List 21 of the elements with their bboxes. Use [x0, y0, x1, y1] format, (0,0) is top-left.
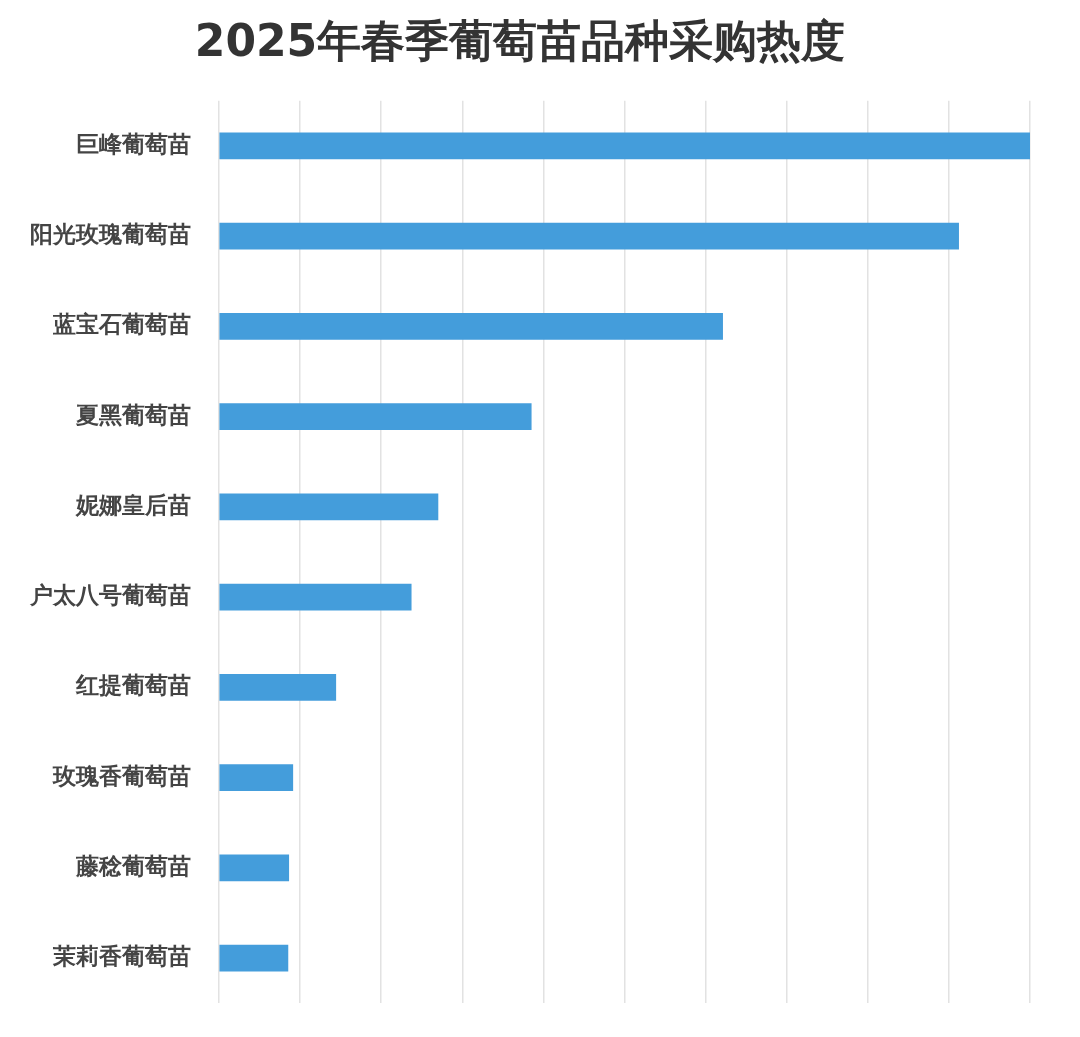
chart-title: 2025年春季葡萄苗品种采购热度 — [194, 14, 846, 66]
y-tick-label: 夏黑葡萄苗 — [75, 400, 191, 428]
bar — [219, 493, 439, 521]
bar — [219, 674, 337, 701]
y-tick-label: 妮娜皇后苗 — [75, 490, 191, 518]
y-tick-label: 藤稔葡萄苗 — [75, 851, 191, 879]
bar — [219, 403, 532, 430]
bar — [219, 764, 294, 791]
bar — [219, 313, 723, 340]
bar — [219, 583, 412, 611]
y-tick-label: 阳光玫瑰葡萄苗 — [30, 220, 191, 248]
bar — [219, 854, 290, 882]
y-tick-label: 茉莉香葡萄苗 — [52, 942, 191, 970]
y-tick-label: 蓝宝石葡萄苗 — [52, 310, 191, 338]
y-tick-label: 红提葡萄苗 — [75, 671, 191, 699]
bar — [219, 222, 959, 250]
y-tick-label: 户太八号葡萄苗 — [29, 581, 191, 609]
y-tick-label: 巨峰葡萄苗 — [76, 129, 191, 157]
bar — [219, 132, 1030, 160]
y-tick-label: 玫瑰香葡萄苗 — [52, 761, 191, 789]
bar — [219, 944, 289, 972]
